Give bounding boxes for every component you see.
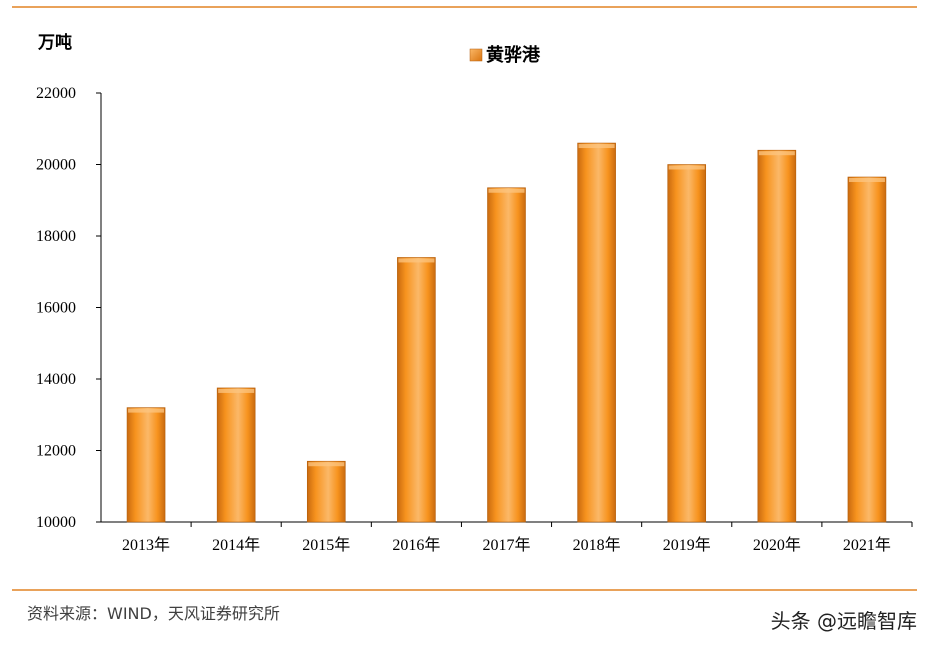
bar bbox=[487, 187, 526, 523]
y-tick-label: 20000 bbox=[36, 157, 76, 174]
y-axis-label: 万吨 bbox=[37, 32, 72, 53]
bar bbox=[397, 257, 436, 523]
bar bbox=[577, 142, 616, 523]
bar bbox=[847, 176, 887, 523]
bottom-rule bbox=[12, 589, 917, 591]
bar-top-highlight bbox=[488, 188, 525, 193]
top-rule bbox=[12, 6, 917, 8]
bar-top-highlight bbox=[578, 144, 615, 149]
x-tick-label: 2020年 bbox=[753, 536, 801, 554]
bar-top-highlight bbox=[848, 178, 885, 183]
y-tick-label: 14000 bbox=[36, 371, 76, 388]
source-note: 资料来源：WIND，天风证券研究所 bbox=[27, 604, 280, 623]
legend-swatch bbox=[469, 48, 483, 62]
bar bbox=[667, 164, 707, 523]
bar-top-highlight bbox=[218, 388, 255, 393]
bar-top-highlight bbox=[308, 462, 345, 467]
bar bbox=[757, 149, 797, 523]
x-tick-label: 2017年 bbox=[482, 536, 530, 554]
y-tick-label: 12000 bbox=[36, 443, 76, 460]
bar bbox=[216, 387, 256, 523]
x-tick-label: 2021年 bbox=[843, 536, 891, 554]
y-tick-label: 10000 bbox=[36, 514, 76, 531]
x-tick-label: 2016年 bbox=[392, 536, 440, 554]
x-tick-label: 2018年 bbox=[573, 536, 621, 554]
bar-top-highlight bbox=[758, 151, 795, 156]
x-tick-label: 2019年 bbox=[663, 536, 711, 554]
legend-label: 黄骅港 bbox=[486, 44, 541, 66]
y-tick-label: 16000 bbox=[36, 300, 76, 317]
y-tick-label: 18000 bbox=[36, 228, 76, 245]
bar bbox=[126, 407, 166, 523]
x-tick-label: 2013年 bbox=[122, 536, 170, 554]
y-tick-label: 22000 bbox=[36, 85, 76, 102]
bar-chart: 10000 12000 14000 16000 18000 20000 22000 万吨 201… bbox=[36, 32, 913, 554]
watermark: 头条 @远瞻智库 bbox=[770, 609, 917, 633]
x-tick-label: 2015年 bbox=[302, 536, 350, 554]
bar bbox=[306, 460, 346, 523]
x-tick-label: 2014年 bbox=[212, 536, 260, 554]
bar-top-highlight bbox=[128, 408, 165, 413]
bar-top-highlight bbox=[668, 165, 705, 170]
bar-top-highlight bbox=[398, 258, 435, 263]
